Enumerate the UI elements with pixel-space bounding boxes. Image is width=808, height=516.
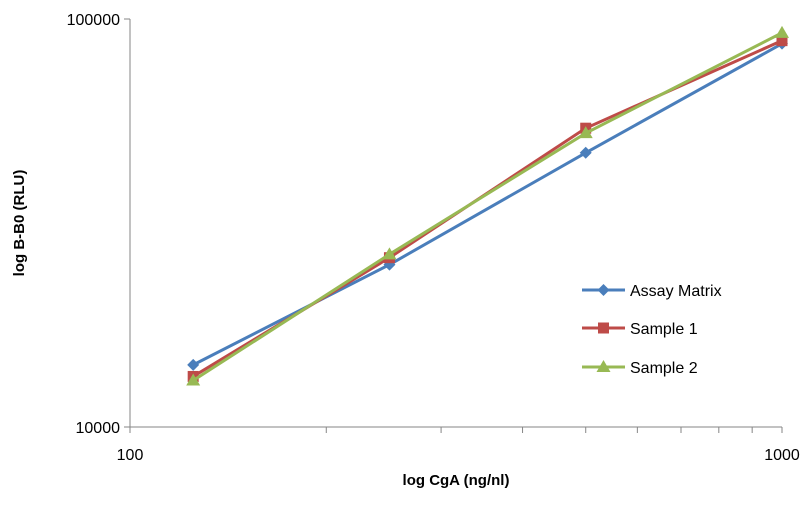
data-point-sample-2-500 — [578, 126, 593, 139]
y-axis-title: log B-B0 (RLU) — [11, 170, 28, 277]
y-tick-label-10000: 10000 — [76, 420, 121, 437]
legend-label-assay-matrix: Assay Matrix — [630, 283, 722, 300]
legend-marker-shape-sample-2 — [596, 360, 611, 372]
x-tick-label-1000: 1000 — [764, 447, 800, 464]
data-point-sample-2-1000 — [775, 25, 789, 38]
legend-marker-sample-2 — [596, 360, 611, 372]
y-tick-label-100000: 100000 — [67, 12, 120, 29]
legend-item-sample-1: Sample 1 — [582, 321, 698, 338]
x-axis-ticks — [129, 427, 783, 433]
data-point-sample-1-1000 — [776, 35, 788, 47]
y-axis-ticks — [124, 18, 130, 428]
series-sample-2 — [186, 25, 789, 386]
x-axis-title: log CgA (ng/nl) — [403, 472, 510, 489]
data-point-assay-matrix-500 — [579, 146, 592, 159]
data-point-sample-2-125 — [186, 373, 201, 386]
legend-marker-assay-matrix — [597, 284, 610, 296]
legend-marker-sample-1 — [598, 322, 609, 334]
legend-label-sample-1: Sample 1 — [630, 321, 698, 338]
x-tick-label-100: 100 — [117, 447, 144, 464]
data-point-assay-matrix-125 — [187, 358, 200, 371]
data-point-sample-2-250 — [382, 247, 397, 260]
legend-marker-shape-sample-1 — [598, 322, 609, 334]
legend-item-sample-2: Sample 2 — [582, 360, 698, 377]
legend-label-sample-2: Sample 2 — [630, 360, 698, 377]
legend-item-assay-matrix: Assay Matrix — [582, 283, 722, 300]
series-layer — [186, 25, 789, 386]
legend: Assay Matrix Sample 1 Sample 2 — [582, 283, 722, 377]
axes — [124, 18, 783, 433]
legend-marker-shape-assay-matrix — [597, 284, 610, 296]
series-line-assay-matrix — [192, 42, 783, 367]
series-assay-matrix — [187, 37, 788, 371]
series-line-sample-2 — [192, 31, 783, 382]
